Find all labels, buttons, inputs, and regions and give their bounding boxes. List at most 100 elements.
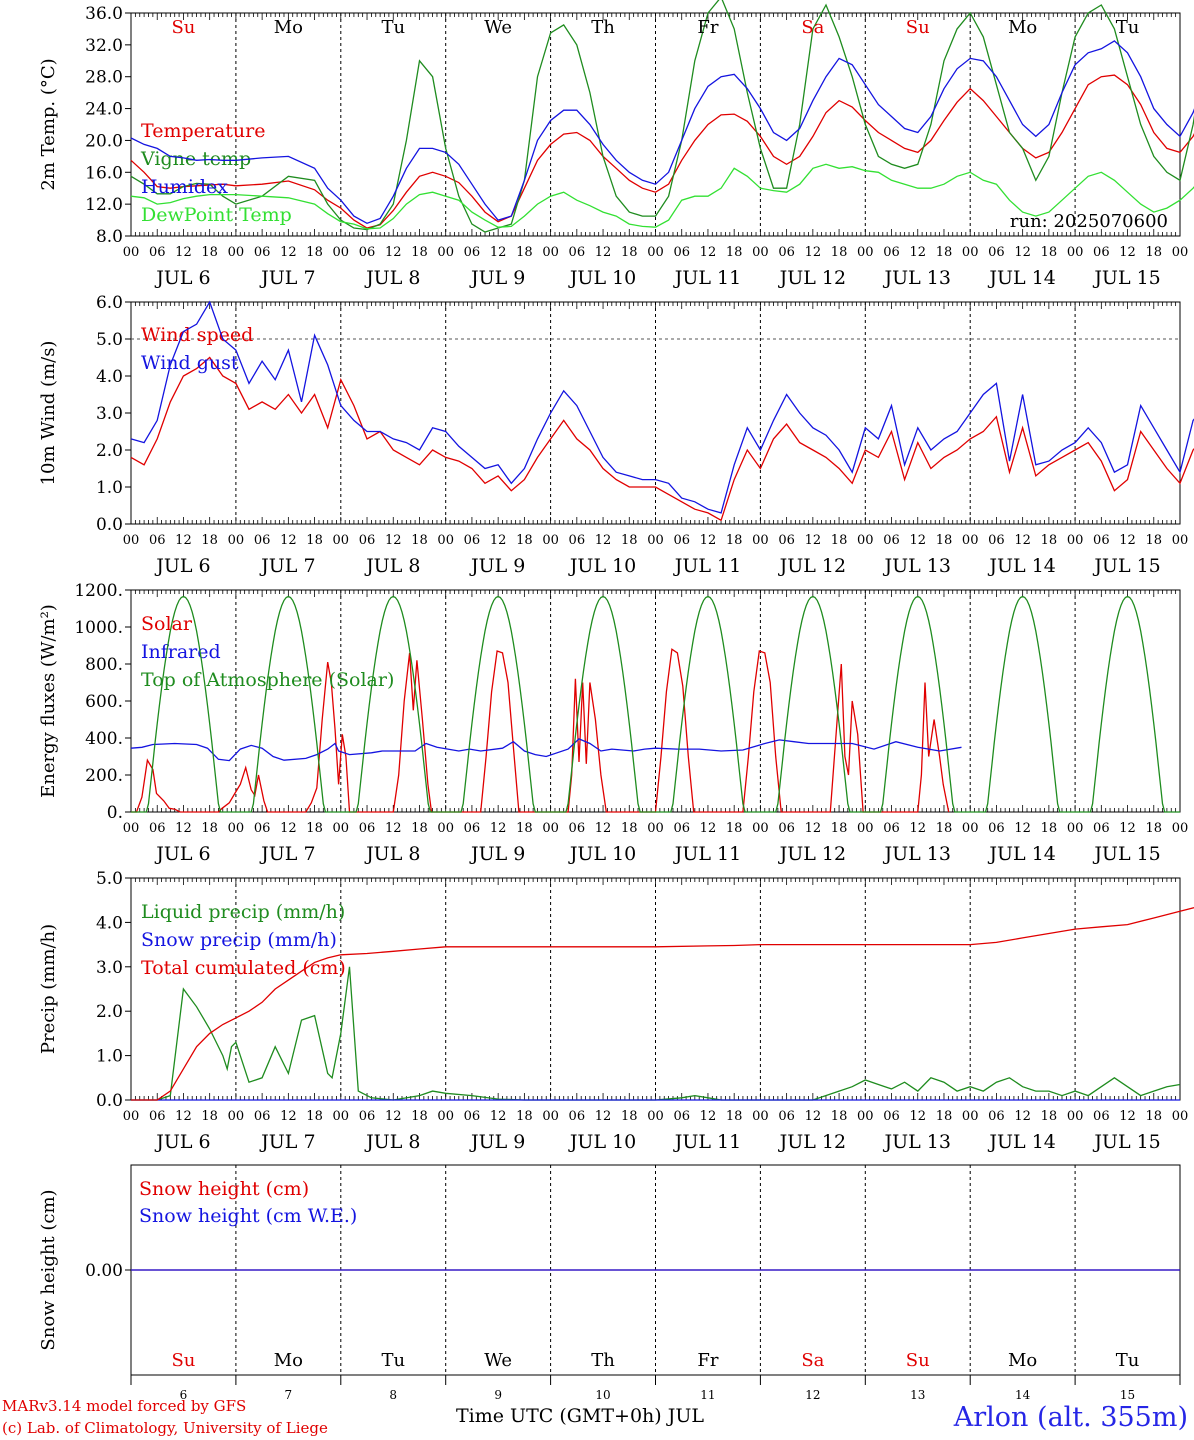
day-number: 9 [494, 1388, 502, 1402]
hour-label: 18 [516, 533, 533, 548]
legend-entry: Snow precip (mm/h) [141, 929, 337, 951]
legend-entry: Snow height (cm) [139, 1178, 309, 1200]
hour-label: 00 [333, 821, 350, 836]
y-tick-label: 20.0 [85, 131, 123, 151]
weekday-label: Su [171, 17, 195, 38]
weekday-label: Tu [381, 17, 405, 38]
legend-entry: Humidex [141, 176, 228, 198]
date-label: JUL 12 [778, 555, 846, 577]
hour-label: 06 [359, 533, 376, 548]
station-name: Arlon (alt. 355m) [953, 1402, 1188, 1433]
day-number: 12 [805, 1388, 820, 1402]
hour-label: 00 [542, 245, 559, 260]
hour-label: 00 [857, 821, 874, 836]
hour-label: 00 [1067, 1109, 1084, 1124]
hour-label: 12 [909, 1109, 926, 1124]
hour-label: 18 [1041, 1109, 1058, 1124]
hour-label: 00 [647, 821, 664, 836]
hour-label: 12 [280, 821, 297, 836]
hour-label: 18 [411, 245, 428, 260]
hour-label: 00 [123, 245, 140, 260]
legend-entry: Wind gust [141, 352, 239, 374]
date-label: JUL 11 [673, 555, 741, 577]
hour-label: 12 [490, 1109, 507, 1124]
series-line [131, 907, 1194, 1101]
weekday-label: Sa [801, 17, 824, 38]
y-tick-label: 2.0 [96, 441, 123, 461]
series-line [130, 300, 1194, 514]
date-label: JUL 10 [568, 555, 636, 577]
hour-label: 18 [201, 1109, 218, 1124]
hour-label: 06 [1093, 821, 1110, 836]
hour-label: 00 [1067, 821, 1084, 836]
legend-entry: Liquid precip (mm/h) [141, 901, 345, 923]
hour-label: 06 [464, 533, 481, 548]
hour-label: 12 [595, 1109, 612, 1124]
hour-label: 00 [437, 1109, 454, 1124]
hour-label: 12 [909, 245, 926, 260]
hour-label: 12 [490, 821, 507, 836]
series-line [131, 595, 1180, 813]
hour-label: 00 [1067, 245, 1084, 260]
hour-label: 06 [778, 245, 795, 260]
date-label: JUL 15 [1092, 843, 1160, 865]
hour-label: 12 [595, 821, 612, 836]
hour-label: 00 [333, 245, 350, 260]
hour-label: 18 [726, 533, 743, 548]
hour-label: 00 [1172, 533, 1189, 548]
hour-label: 06 [988, 1109, 1005, 1124]
hour-label: 00 [857, 533, 874, 548]
hour-label: 18 [831, 245, 848, 260]
date-label: JUL 11 [673, 843, 741, 865]
hour-label: 06 [1093, 533, 1110, 548]
hour-label: 18 [726, 821, 743, 836]
y-tick-label: 400. [85, 729, 123, 749]
day-number: 15 [1120, 1388, 1135, 1402]
hour-label: 06 [883, 533, 900, 548]
hour-label: 18 [306, 821, 323, 836]
weekday-label: Tu [1116, 1350, 1140, 1371]
hour-label: 12 [1014, 1109, 1031, 1124]
y-tick-label: 36.0 [85, 4, 123, 24]
hour-label: 18 [621, 821, 638, 836]
hour-label: 18 [621, 245, 638, 260]
date-label: JUL 12 [778, 843, 846, 865]
series-line [130, 356, 1194, 522]
y-tick-label: 800. [85, 655, 123, 675]
hour-label: 18 [411, 1109, 428, 1124]
hour-label: 18 [306, 533, 323, 548]
run-annotation: run: 2025070600 [1010, 211, 1168, 232]
hour-label: 12 [805, 533, 822, 548]
series-line [130, 40, 1194, 225]
hour-label: 12 [1014, 533, 1031, 548]
hour-label: 00 [1172, 821, 1189, 836]
date-label: JUL 6 [154, 555, 210, 577]
series-line [130, 163, 1194, 230]
hour-label: 18 [621, 1109, 638, 1124]
hour-label: 00 [647, 245, 664, 260]
date-label: JUL 13 [883, 1131, 951, 1153]
hour-label: 18 [516, 245, 533, 260]
hour-label: 18 [831, 1109, 848, 1124]
date-label: JUL 11 [673, 1131, 741, 1153]
hour-label: 12 [385, 1109, 402, 1124]
hour-label: 06 [254, 245, 271, 260]
y-tick-label: 0.00 [85, 1261, 123, 1281]
y-tick-label: 12.0 [85, 195, 123, 215]
hour-label: 18 [936, 245, 953, 260]
hour-label: 06 [778, 821, 795, 836]
date-label: JUL 7 [259, 555, 315, 577]
hour-label: 06 [778, 533, 795, 548]
weekday-label: Mo [1008, 1350, 1037, 1371]
date-label: JUL 13 [883, 555, 951, 577]
date-label: JUL 15 [1092, 1131, 1160, 1153]
date-label: JUL 13 [883, 267, 951, 289]
day-number: 14 [1015, 1388, 1031, 1402]
legend-entry: Vigne temp [140, 148, 251, 170]
y-tick-label: 1200. [74, 581, 123, 601]
hour-label: 06 [673, 821, 690, 836]
hour-label: 12 [385, 245, 402, 260]
y-tick-label: 6.0 [96, 293, 123, 313]
hour-label: 06 [359, 821, 376, 836]
date-label: JUL 13 [883, 843, 951, 865]
